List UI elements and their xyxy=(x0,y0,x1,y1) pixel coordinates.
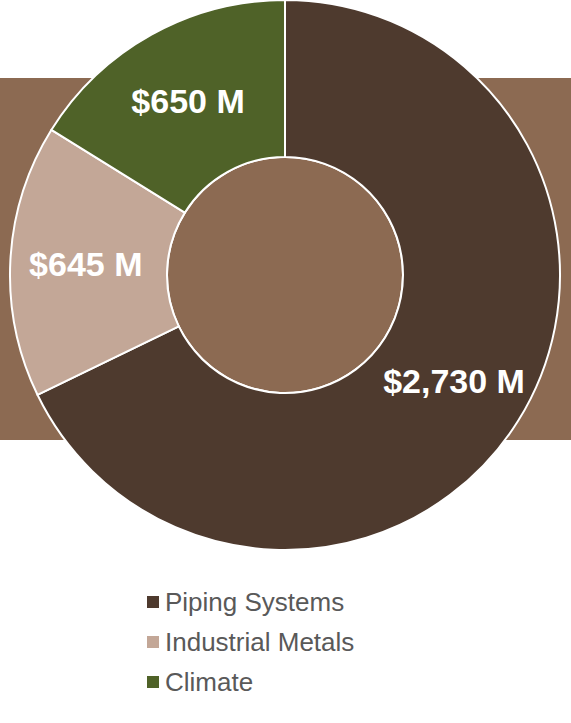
svg-text:Industrial Metals: Industrial Metals xyxy=(165,627,354,657)
svg-text:Piping Systems: Piping Systems xyxy=(165,587,344,617)
svg-text:$650 M: $650 M xyxy=(131,82,244,120)
svg-text:Climate: Climate xyxy=(165,667,253,697)
svg-text:$645 M: $645 M xyxy=(29,245,142,283)
svg-text:$2,730 M: $2,730 M xyxy=(383,362,525,400)
